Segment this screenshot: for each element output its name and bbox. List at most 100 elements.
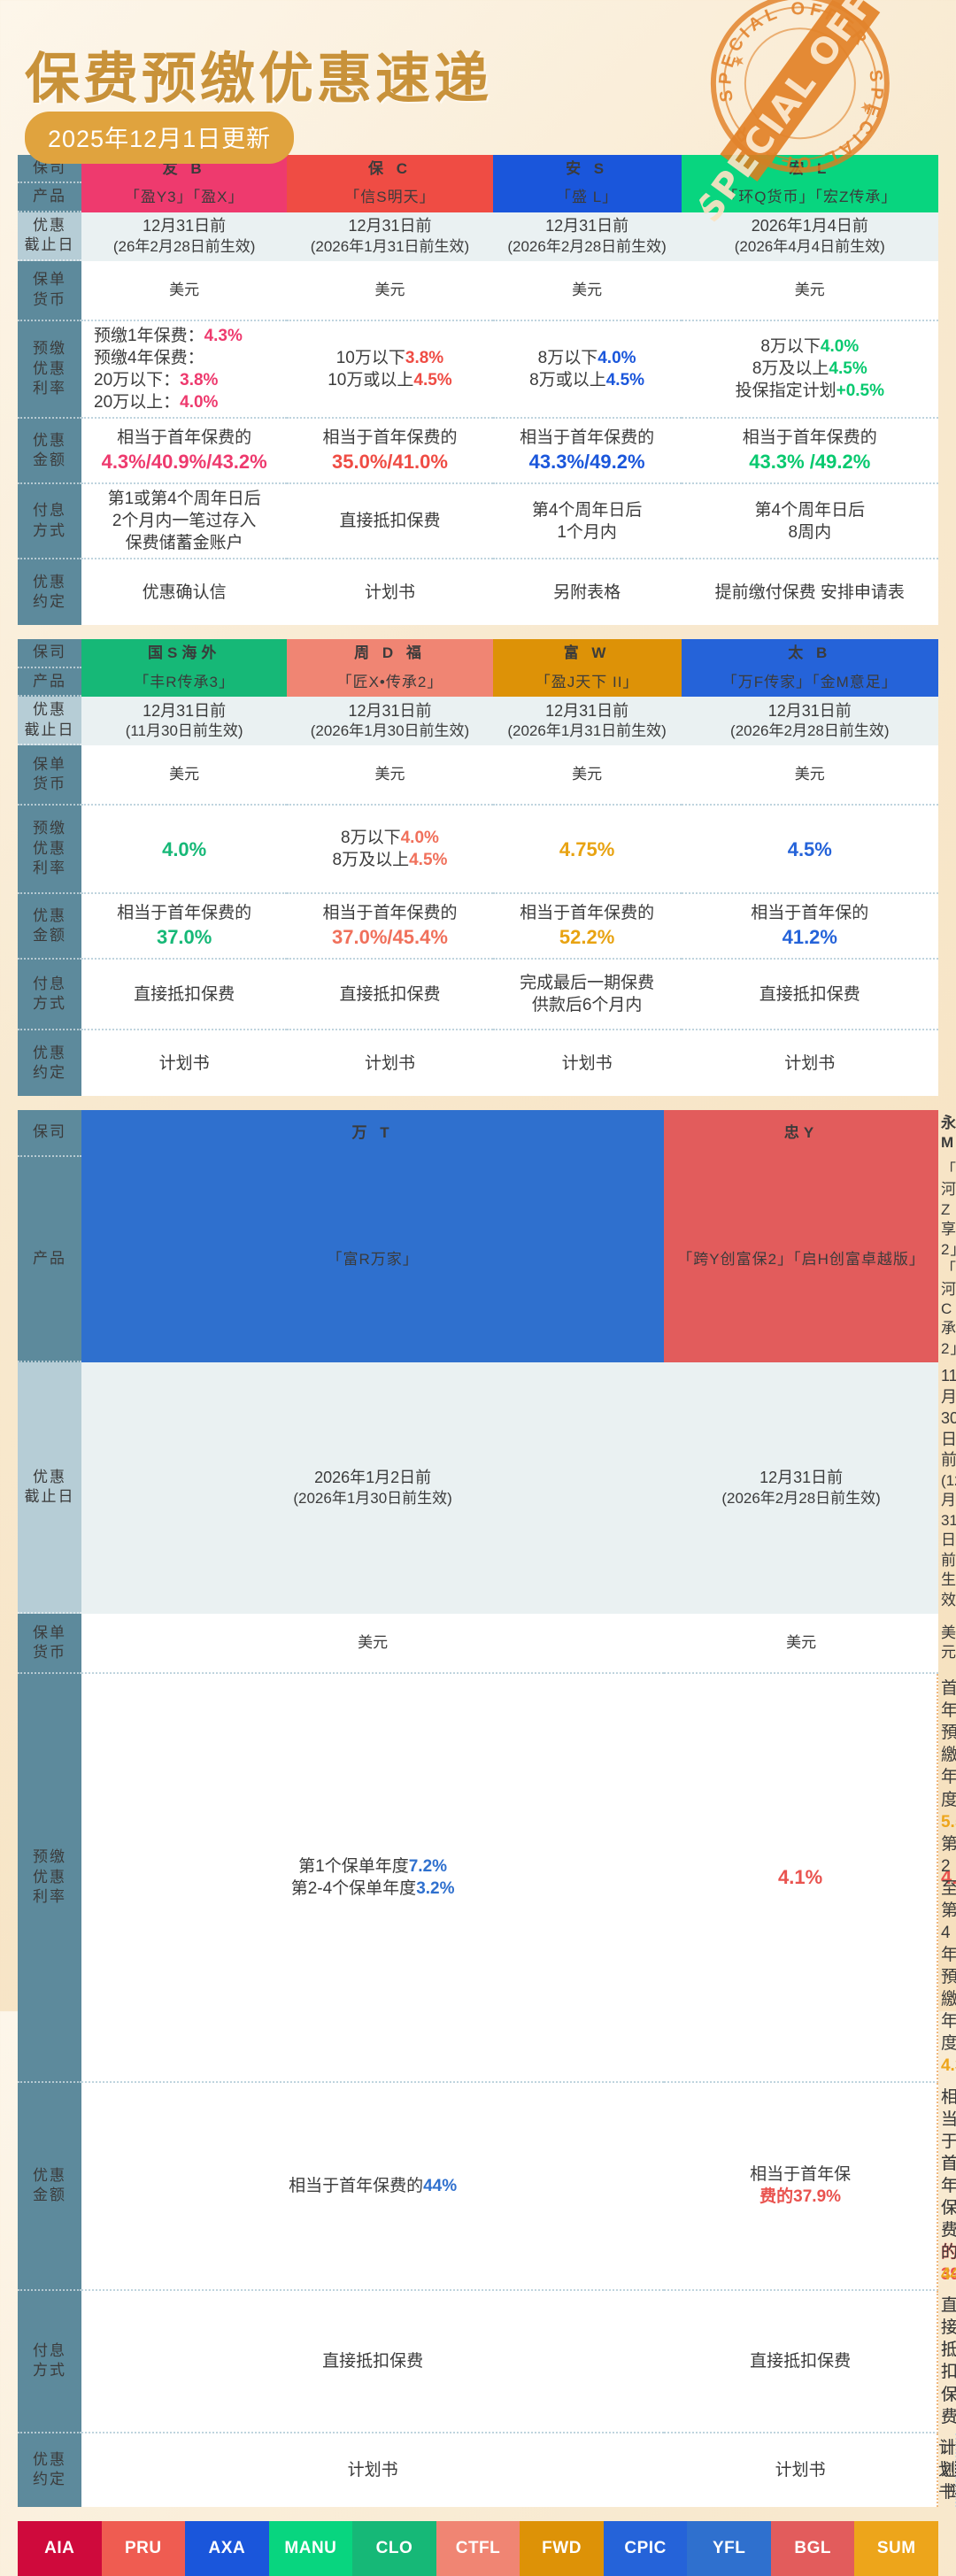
deadline-sub: (2026年1月30日前生效): [84, 1489, 661, 1508]
currency-cell: 美元: [81, 1614, 664, 1674]
row-label-rate: 预缴优惠利率: [18, 806, 81, 894]
amount-label: 相当于首年保费的: [684, 427, 936, 449]
table-row: 产品「富R万家」「跨Y创富保2」「启H创富卓越版」「星河Z享2」 「星河C承2」: [18, 1157, 938, 1362]
rate-value: 4.0%: [821, 337, 859, 356]
agreement-cell: 计划书: [664, 2433, 938, 2507]
deadline-main: 12月31日前: [684, 701, 936, 722]
deadline-main: 12月31日前: [667, 1468, 936, 1489]
product-name: 「跨Y创富保2」「启H创富卓越版」: [664, 1157, 938, 1362]
row-label-deadline: 优惠截止日: [18, 212, 81, 261]
agreement-cell: 计划书: [287, 559, 492, 625]
rate-cell: 4.1%: [664, 1674, 938, 2082]
table-row: 产品「丰R传承3」「匠X•传承2」「盈J天下 II」「万F传家」「金M意足」: [18, 668, 938, 697]
rate-cell: 8万以下4.0%8万及以上4.5%: [287, 806, 492, 894]
amount-label: 相当于首年保费的: [496, 427, 679, 449]
table-row: 产品「盈Y3」「盈X」「信S明天」「盛 L」「环Q货币」「宏Z传承」: [18, 183, 938, 212]
rate-value: 4.5%: [606, 371, 644, 389]
rate-value: 3.8%: [405, 349, 443, 367]
svg-text:★: ★: [730, 52, 748, 71]
rate-line: 20万以上：4.0%: [94, 391, 284, 413]
table-row: 保单货币美元美元美元: [18, 1614, 938, 1674]
deadline-sub: (2026年2月28日前生效): [496, 237, 679, 257]
row-label-amount: 优惠金额: [18, 419, 81, 484]
amount-value: 52.2%: [496, 924, 679, 950]
company-name: 国S海外: [81, 639, 287, 667]
currency-cell: 美元: [81, 745, 287, 806]
deadline-sub: (2026年4月4日前生效): [684, 237, 936, 257]
deadline-cell: 2026年1月4日前 (2026年4月4日前生效): [682, 212, 938, 261]
deadline-cell: 12月31日前 (2026年1月31日前生效): [493, 697, 682, 745]
agreement-cell: 计划书: [493, 1030, 682, 1096]
company-name: 万 T: [81, 1110, 664, 1157]
row-label-deadline: 优惠截止日: [18, 697, 81, 745]
svg-text:SPECIAL OFFER: SPECIAL OFFER: [691, 0, 875, 107]
brand-badge: CLO: [352, 2521, 436, 2576]
agreement-cell: 计划书: [81, 1030, 287, 1096]
brand-badge: FWD: [520, 2521, 604, 2576]
deadline-main: 12月31日前: [289, 701, 490, 722]
rate-cell: 8万以下4.0%8万及以上4.5%投保指定计划+0.5%: [682, 321, 938, 419]
brand-badge: AXA: [185, 2521, 269, 2576]
rate-value: 4.0%: [401, 829, 439, 847]
amount-cell: 相当于首年保费的44%: [81, 2083, 664, 2292]
amount-cell: 相当于首年保费的 37.0%/45.4%: [287, 894, 492, 960]
agreement-cell: 优惠确认信: [81, 559, 287, 625]
brand-badge: AIA: [18, 2521, 102, 2576]
table-row: 优惠截止日 2026年1月2日前 (2026年1月30日前生效) 12月31日前…: [18, 1362, 938, 1614]
row-label-agreement: 优惠约定: [18, 559, 81, 625]
amount-value: 43.3% /49.2%: [684, 449, 936, 474]
rate-value: 4.5%: [409, 851, 447, 869]
agreement-value: 计划书: [938, 2433, 956, 2507]
rate-line: 投保指定计划+0.5%: [684, 380, 936, 402]
row-label-agreement: 优惠约定: [18, 2433, 81, 2507]
table-row: 优惠截止日 12月31日前 (26年2月28日前生效) 12月31日前 (202…: [18, 212, 938, 261]
currency-cell: 美元: [682, 745, 938, 806]
rate-cell: 4.75%: [493, 806, 682, 894]
brand-badge: SUM: [854, 2521, 938, 2576]
brand-badge: CTFL: [436, 2521, 520, 2576]
amount-cell: 相当于首年保费的 43.3%/49.2%: [493, 419, 682, 484]
deadline-sub: (26年2月28日前生效): [84, 237, 284, 257]
deadline-sub: (2026年2月28日前生效): [684, 721, 936, 741]
table-row: 优惠约定优惠确认信计划书另附表格提前缴付保费 安排申请表: [18, 559, 938, 625]
deadline-main: 2026年1月4日前: [684, 216, 936, 237]
agreement-cell: 计划书: [682, 1030, 938, 1096]
product-name: 「盈Y3」「盈X」: [81, 183, 287, 212]
currency-cell: 美元: [287, 745, 492, 806]
rate-line: 8万或以上4.5%: [496, 369, 679, 391]
product-name: 「匠X•传承2」: [287, 668, 492, 697]
amount-label: 相当于首年保的: [684, 902, 936, 924]
amount-value: 41.2%: [684, 924, 936, 950]
table-row: 保单货币美元美元美元美元: [18, 261, 938, 321]
row-label-company: 保司: [18, 639, 81, 667]
brand-badge: YFL: [687, 2521, 771, 2576]
row-label-product: 产品: [18, 1157, 81, 1362]
rate-line: 预缴4年保费：: [94, 347, 284, 369]
rate-value: +0.5%: [836, 382, 884, 400]
rate-line: 8万及以上4.5%: [684, 358, 936, 380]
table-row: 付息方式直接抵扣保费直接抵扣保费完成最后一期保费供款后6个月内直接抵扣保费: [18, 960, 938, 1030]
product-name: 「盈J天下 II」: [493, 668, 682, 697]
amount-cell: 相当于首年保费的 52.2%: [493, 894, 682, 960]
payment-cell: 直接抵扣保费: [682, 960, 938, 1030]
table-row: 优惠金额 相当于首年保费的 4.3%/40.9%/43.2% 相当于首年保费的 …: [18, 419, 938, 484]
rate-line: 第1个保单年度7.2%: [84, 1855, 661, 1878]
product-name: 「信S明天」: [287, 183, 492, 212]
rate-value: 4.0%: [598, 349, 636, 367]
currency-cell: 美元: [493, 745, 682, 806]
update-date-badge: 2025年12月1日更新: [25, 112, 294, 164]
amount-value: 35.0%/41.0%: [289, 449, 490, 474]
table-row: 优惠金额 相当于首年保费的 37.0% 相当于首年保费的 37.0%/45.4%…: [18, 894, 938, 960]
deadline-cell: 12月31日前 (26年2月28日前生效): [81, 212, 287, 261]
company-name: 太 B: [682, 639, 938, 667]
row-label-rate: 预缴优惠利率: [18, 1674, 81, 2082]
row-label-rate: 预缴优惠利率: [18, 321, 81, 419]
row-label-payment: 付息方式: [18, 960, 81, 1030]
rate-line: 8万以下4.0%: [684, 335, 936, 358]
amount-label: 相当于首年保费的: [289, 427, 490, 449]
